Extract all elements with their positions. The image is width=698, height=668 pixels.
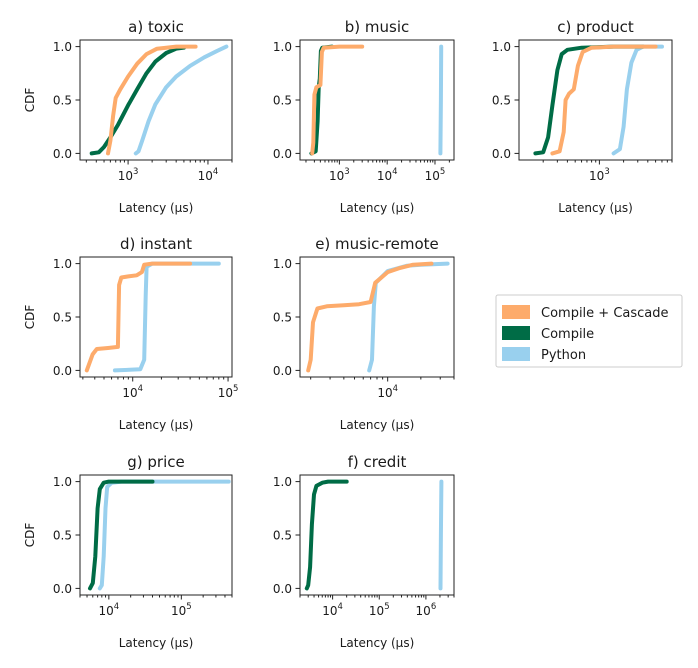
- y-tick-label: 0.0: [273, 582, 292, 596]
- y-tick-label: 0.0: [273, 364, 292, 378]
- x-axis-label: Latency (μs): [119, 418, 194, 432]
- legend-swatch-python: [502, 347, 530, 361]
- cdf-line-python: [97, 479, 231, 591]
- x-tick-label: 103: [329, 167, 350, 183]
- x-axis-label: Latency (μs): [340, 201, 415, 215]
- cdf-line-compile: [88, 479, 155, 591]
- y-tick-label: 1.0: [273, 475, 292, 489]
- x-axis-label: Latency (μs): [119, 636, 194, 650]
- cdf-line-python: [611, 44, 664, 156]
- panel-title: e) music-remote: [315, 235, 439, 253]
- panel-credit: f) credit 104 105 106 0.0 0.5 1.0 Latency (μs): [273, 453, 455, 650]
- panel-title: g) price: [127, 453, 184, 471]
- x-tick-label: 103: [118, 167, 139, 183]
- cdf-line-cascade: [306, 261, 434, 373]
- panel-title: a) toxic: [128, 18, 184, 36]
- legend-frame: [495, 294, 683, 368]
- x-axis-label: Latency (μs): [119, 201, 194, 215]
- y-axis-label: CDF: [23, 88, 37, 113]
- axes-frame: [79, 474, 233, 596]
- axes-frame: [299, 39, 455, 161]
- x-tick-label: 105: [171, 602, 192, 618]
- x-axis-label: Latency (μs): [340, 418, 415, 432]
- legend: Compile + Cascade Compile Python: [495, 294, 683, 368]
- x-axis-label: Latency (μs): [558, 201, 633, 215]
- y-axis-label: CDF: [23, 305, 37, 330]
- axes-frame: [299, 256, 455, 378]
- cdf-line-cascade: [310, 44, 365, 156]
- cdf-line-compile: [89, 45, 186, 156]
- y-tick-label: 0.5: [273, 529, 292, 543]
- y-tick-label: 0.0: [492, 147, 511, 161]
- axes-frame: [299, 474, 455, 596]
- panel-music-remote: e) music-remote 104 0.0 0.5 1.0 Latency (μs): [273, 235, 455, 432]
- y-tick-label: 0.5: [492, 94, 511, 108]
- y-tick-label: 1.0: [53, 257, 72, 271]
- cdf-line-compile: [304, 479, 349, 591]
- panel-price: g) price 104 105 0.0 0.5 1.0 Latency (μs) CDF: [23, 453, 233, 650]
- legend-swatch-cascade: [502, 305, 530, 319]
- cdf-line-cascade: [550, 44, 658, 156]
- x-tick-label: 104: [98, 602, 119, 618]
- panel-title: c) product: [557, 18, 634, 36]
- y-tick-label: 1.0: [53, 40, 72, 54]
- panel-title: f) credit: [348, 453, 407, 471]
- y-tick-label: 0.5: [53, 529, 72, 543]
- panels: a) toxic 103 104 0.0 0.5 1.0 Latency (μs) CDF b)…: [23, 18, 673, 650]
- panel-instant: d) instant 104 105 0.0 0.5 1.0 Latency (μs) CDF: [23, 235, 238, 432]
- cdf-line-python: [133, 44, 229, 156]
- cdf-line-cascade: [84, 261, 193, 373]
- axes-frame: [79, 39, 233, 161]
- y-tick-label: 0.5: [53, 311, 72, 325]
- x-tick-label: 104: [377, 384, 398, 400]
- panel-toxic: a) toxic 103 104 0.0 0.5 1.0 Latency (μs) CDF: [23, 18, 233, 215]
- x-tick-label: 104: [377, 167, 398, 183]
- axes-frame: [79, 256, 233, 378]
- y-tick-label: 1.0: [492, 40, 511, 54]
- y-tick-label: 1.0: [53, 475, 72, 489]
- x-tick-label: 106: [416, 602, 437, 618]
- cdf-line-python: [112, 261, 221, 373]
- legend-label-python: Python: [541, 348, 586, 363]
- cdf-line-python: [438, 479, 444, 591]
- panel-music: b) music 103 104 105 0.0 0.5 1.0 Latency (μs): [273, 18, 455, 215]
- y-tick-label: 0.5: [273, 311, 292, 325]
- cdf-line-cascade: [106, 44, 198, 156]
- legend-label-cascade: Compile + Cascade: [541, 306, 669, 321]
- y-tick-label: 1.0: [273, 40, 292, 54]
- y-tick-label: 1.0: [273, 257, 292, 271]
- y-tick-label: 0.0: [53, 147, 72, 161]
- x-tick-label: 104: [122, 384, 143, 400]
- y-axis-label: CDF: [23, 523, 37, 548]
- panel-title: b) music: [345, 18, 410, 36]
- cdf-line-python: [438, 44, 444, 156]
- x-tick-label: 104: [322, 602, 343, 618]
- x-axis-label: Latency (μs): [340, 636, 415, 650]
- y-tick-label: 0.5: [53, 94, 72, 108]
- panel-title: d) instant: [120, 235, 192, 253]
- legend-label-compile: Compile: [541, 327, 594, 342]
- x-tick-label: 105: [425, 167, 446, 183]
- y-tick-label: 0.5: [273, 94, 292, 108]
- y-tick-label: 0.0: [273, 147, 292, 161]
- y-tick-label: 0.0: [53, 364, 72, 378]
- axes-frame: [518, 39, 673, 161]
- x-tick-label: 105: [218, 384, 239, 400]
- x-tick-label: 105: [369, 602, 390, 618]
- x-tick-label: 103: [589, 167, 610, 183]
- y-tick-label: 0.0: [53, 582, 72, 596]
- panel-product: c) product 103 0.0 0.5 1.0 Latency (μs): [492, 18, 673, 215]
- x-tick-label: 104: [198, 167, 219, 183]
- legend-swatch-compile: [502, 326, 530, 340]
